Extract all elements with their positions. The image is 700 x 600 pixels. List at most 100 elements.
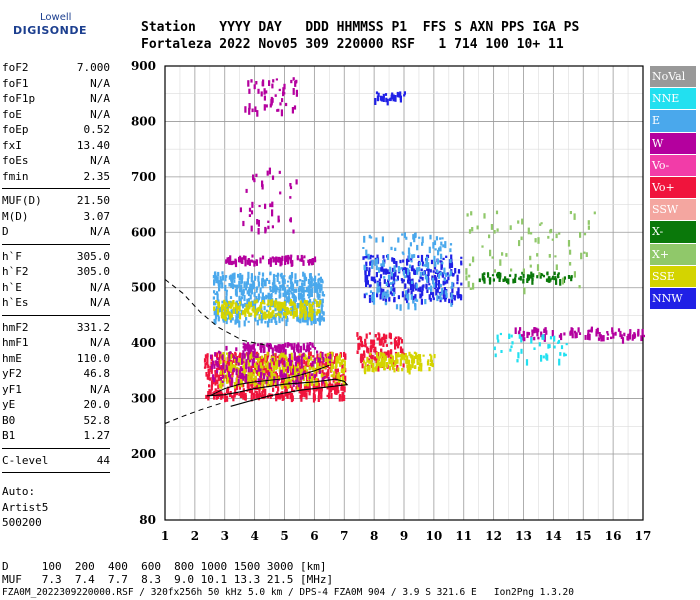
echo-point <box>289 274 292 277</box>
echo-point <box>551 277 554 280</box>
param-value: 44 <box>96 453 110 467</box>
echo-point <box>280 109 283 117</box>
echo-point <box>308 259 312 264</box>
echo-point <box>299 292 303 300</box>
echo-point <box>289 379 292 385</box>
echo-point <box>226 368 229 371</box>
echo-point <box>454 268 457 274</box>
echo-point <box>414 294 417 299</box>
echo-point <box>299 376 302 381</box>
echo-point <box>623 332 626 337</box>
echo-point <box>230 368 233 372</box>
echo-point <box>400 339 403 344</box>
echo-point <box>421 261 425 267</box>
echo-point <box>389 282 393 285</box>
echo-point <box>590 326 593 332</box>
echo-point <box>270 99 273 106</box>
echo-point <box>250 259 253 263</box>
echo-point <box>397 295 400 300</box>
echo-point <box>243 343 247 348</box>
echo-point <box>390 246 393 251</box>
echo-point <box>328 367 331 370</box>
echo-point <box>391 92 394 96</box>
echo-point <box>281 98 284 103</box>
echo-point <box>274 353 277 358</box>
echo-point <box>563 332 566 336</box>
echo-point <box>245 306 248 313</box>
echo-point <box>393 265 396 271</box>
echo-point <box>257 394 261 401</box>
echo-point <box>275 312 279 316</box>
echo-point <box>422 284 425 288</box>
echo-point <box>289 186 293 190</box>
echo-point <box>224 284 227 291</box>
echo-point <box>244 367 247 372</box>
echo-point <box>300 355 303 360</box>
echo-point <box>385 97 388 103</box>
echo-point <box>274 378 277 386</box>
echo-point <box>272 380 275 386</box>
echo-point <box>227 386 230 390</box>
echo-point <box>261 300 265 304</box>
echo-point <box>208 377 211 381</box>
echo-point <box>314 287 317 293</box>
echo-point <box>290 291 293 295</box>
echo-point <box>233 272 236 279</box>
echo-point <box>266 351 269 356</box>
echo-point <box>213 301 216 306</box>
echo-point <box>297 360 301 366</box>
echo-point <box>271 209 274 217</box>
echo-point <box>229 379 232 385</box>
echo-point <box>258 308 262 312</box>
echo-point <box>382 255 385 259</box>
x-tick-label: 7 <box>340 529 348 543</box>
echo-point <box>255 383 258 386</box>
echo-point <box>305 381 308 386</box>
echo-point <box>530 232 533 235</box>
echo-point <box>445 255 448 258</box>
echo-point <box>286 284 289 287</box>
echo-point <box>239 391 242 398</box>
echo-point <box>251 379 254 387</box>
echo-point <box>399 337 402 340</box>
echo-point <box>570 276 573 282</box>
param-value: N/A <box>90 154 110 167</box>
echo-point <box>254 383 257 391</box>
echo-point <box>300 392 303 400</box>
echo-point <box>418 266 421 272</box>
echo-point <box>360 336 363 343</box>
echo-point <box>293 342 296 348</box>
y-tick-label: 200 <box>131 447 156 461</box>
echo-point <box>558 358 561 366</box>
echo-point <box>290 79 293 84</box>
echo-point <box>418 362 421 367</box>
legend-item-vo: Vo- <box>650 154 696 177</box>
echo-point <box>257 219 260 227</box>
echo-point <box>292 301 295 306</box>
echo-point <box>213 377 216 383</box>
echo-point <box>368 298 372 303</box>
echo-point <box>283 302 286 306</box>
echo-point <box>435 278 438 283</box>
y-tick-label: 80 <box>139 513 156 527</box>
echo-point <box>377 364 380 372</box>
echo-point <box>267 299 270 306</box>
echo-point <box>226 257 229 263</box>
echo-point <box>356 332 359 337</box>
echo-point <box>362 354 365 357</box>
echo-point <box>302 289 305 296</box>
echo-point <box>274 299 277 305</box>
echo-point <box>259 257 262 264</box>
echo-point <box>295 79 298 83</box>
param-name: hmE <box>2 351 22 365</box>
echo-point <box>357 343 360 351</box>
echo-point <box>258 296 261 299</box>
echo-point <box>263 347 266 353</box>
echo-point <box>216 308 220 315</box>
echo-point <box>270 346 273 350</box>
param-row: yF1 N/A <box>2 382 110 398</box>
echo-point <box>302 271 305 277</box>
echo-point <box>308 310 311 318</box>
echo-point <box>422 271 425 275</box>
echo-point <box>379 274 383 279</box>
